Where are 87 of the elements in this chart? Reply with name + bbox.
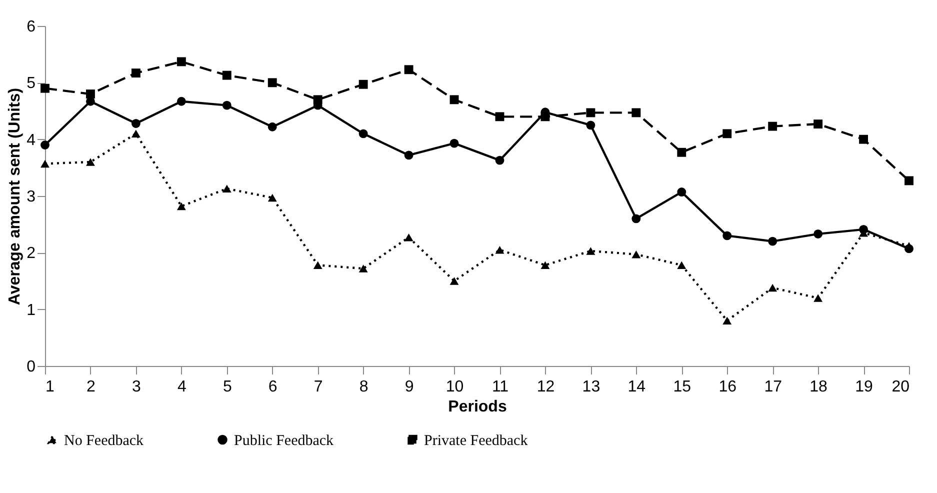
point <box>404 150 414 160</box>
x-tick-label: 2 <box>86 378 96 396</box>
legend-label: Private Feedback <box>424 432 528 449</box>
y-tick-label: 4 <box>26 132 36 149</box>
point <box>722 316 732 325</box>
legend-label: Public Feedback <box>234 432 334 449</box>
point <box>632 108 641 118</box>
point <box>495 112 504 122</box>
x-tick-label: 11 <box>492 378 509 396</box>
point <box>358 80 368 89</box>
x-tick-label: 7 <box>314 378 323 396</box>
point <box>131 130 140 138</box>
x-tick-label: 4 <box>177 378 186 396</box>
point <box>176 96 186 106</box>
point <box>358 264 368 272</box>
point <box>814 120 823 129</box>
point <box>677 188 686 196</box>
x-tick-label: 18 <box>810 378 828 396</box>
point <box>268 122 277 132</box>
x-tick-label: 17 <box>764 378 782 396</box>
point <box>540 112 550 122</box>
y-tick-label: 1 <box>26 302 36 319</box>
x-tick-label: 8 <box>359 378 368 396</box>
point <box>268 78 277 88</box>
point <box>586 247 596 255</box>
point <box>814 294 823 302</box>
point <box>768 122 778 131</box>
point <box>904 176 914 186</box>
y-tick-label: 3 <box>26 188 36 206</box>
point <box>86 158 95 166</box>
x-tick-label: 5 <box>222 378 232 396</box>
x-tick-label: 1 <box>46 378 54 396</box>
point <box>722 231 732 240</box>
point <box>859 224 868 234</box>
point <box>404 233 414 242</box>
point <box>358 129 368 138</box>
point <box>722 129 732 138</box>
point <box>313 95 322 104</box>
y-tick-label: 2 <box>26 245 36 262</box>
point <box>768 284 778 292</box>
point <box>222 70 232 80</box>
x-tick-label: 20 <box>892 378 910 396</box>
x-tick-label: 9 <box>404 378 414 396</box>
x-tick-label: 14 <box>628 378 646 396</box>
legend-label: No Feedback <box>64 432 144 449</box>
point <box>859 134 868 144</box>
y-tick-label: 6 <box>26 18 36 36</box>
point <box>131 119 140 128</box>
point <box>632 250 641 258</box>
point <box>268 194 277 202</box>
point <box>40 160 50 168</box>
y-tick-label: 0 <box>26 358 36 376</box>
point <box>176 57 186 66</box>
y-tick-label: 5 <box>26 75 36 92</box>
x-axis-title: Periods <box>448 398 507 416</box>
point <box>176 202 186 210</box>
x-tick-label: 16 <box>718 378 737 396</box>
point <box>814 230 823 238</box>
point <box>40 84 50 93</box>
x-tick-label: 12 <box>536 378 555 396</box>
point <box>768 236 778 246</box>
point <box>131 68 140 78</box>
point <box>404 65 414 74</box>
point <box>586 108 596 118</box>
x-tick-label: 19 <box>855 378 874 396</box>
x-tick-label: 15 <box>673 378 692 396</box>
point <box>450 95 459 104</box>
point <box>495 156 504 165</box>
point <box>495 246 504 254</box>
point <box>677 261 686 270</box>
point <box>540 261 550 270</box>
y-axis-title: Average amount sent (Units) <box>6 88 24 306</box>
point <box>632 214 641 224</box>
x-tick-label: 3 <box>132 378 141 396</box>
point <box>677 148 686 157</box>
x-tick-label: 13 <box>582 378 600 396</box>
point <box>904 244 914 254</box>
point <box>86 90 95 98</box>
x-tick-label: 6 <box>268 378 278 396</box>
point <box>222 184 232 193</box>
point <box>313 261 322 270</box>
point <box>222 100 232 110</box>
point <box>450 277 459 285</box>
point <box>586 120 596 130</box>
point <box>450 138 459 148</box>
x-tick-label: 10 <box>446 378 464 396</box>
point <box>40 140 50 150</box>
